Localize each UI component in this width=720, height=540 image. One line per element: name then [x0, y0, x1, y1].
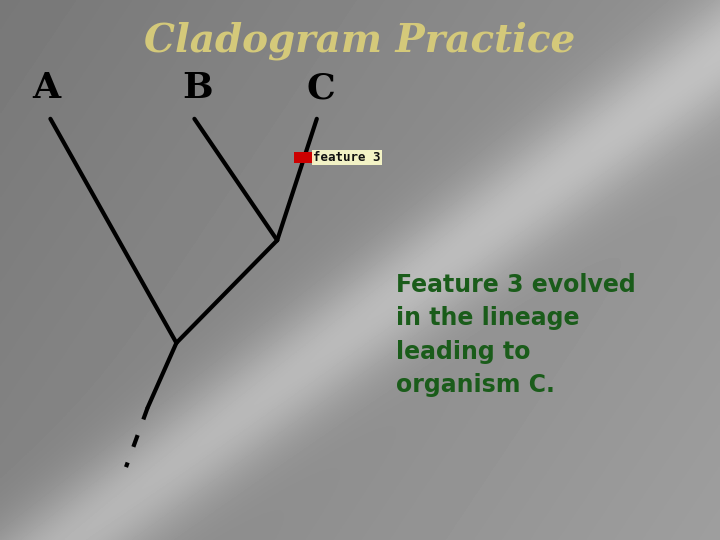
Text: B: B: [183, 71, 213, 105]
Text: A: A: [32, 71, 61, 105]
FancyBboxPatch shape: [294, 152, 314, 163]
Text: C: C: [306, 71, 335, 105]
Text: Cladogram Practice: Cladogram Practice: [145, 22, 575, 60]
Text: Feature 3 evolved
in the lineage
leading to
organism C.: Feature 3 evolved in the lineage leading…: [396, 273, 636, 397]
Text: feature 3: feature 3: [312, 151, 380, 164]
